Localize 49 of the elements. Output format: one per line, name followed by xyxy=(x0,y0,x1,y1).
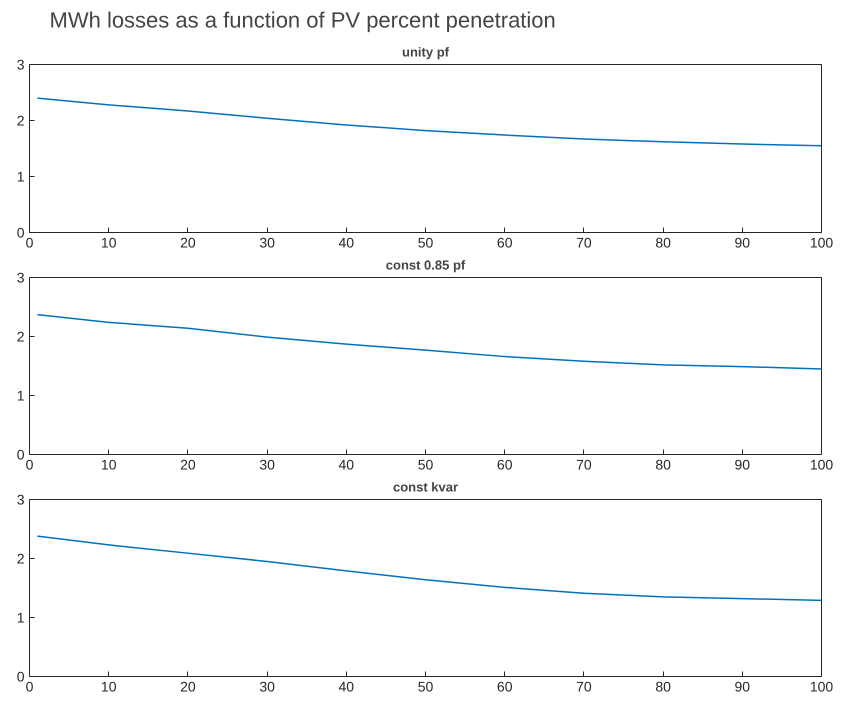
x-tick-label: 90 xyxy=(734,234,750,250)
y-tick-label: 1 xyxy=(16,168,25,184)
x-tick-label: 40 xyxy=(338,456,354,472)
x-tick-label: 50 xyxy=(418,234,434,250)
x-tick-label: 90 xyxy=(734,456,750,472)
y-tick-label: 0 xyxy=(16,668,25,684)
line-series xyxy=(36,314,822,370)
x-tick-label: 10 xyxy=(100,456,117,472)
x-tick-label: 30 xyxy=(259,456,276,472)
x-tick-label: 20 xyxy=(180,234,196,250)
x-tick-label: 50 xyxy=(418,678,434,694)
x-tick-label: 80 xyxy=(655,234,672,250)
line-series xyxy=(36,97,822,146)
x-tick-label: 60 xyxy=(496,678,513,694)
x-tick-label: 50 xyxy=(418,456,434,472)
y-tick-label: 3 xyxy=(16,56,25,72)
x-tick-label: 30 xyxy=(259,234,276,250)
y-tick-label: 2 xyxy=(16,550,25,566)
x-tick-label: 20 xyxy=(180,678,196,694)
y-tick-label: 1 xyxy=(16,610,25,626)
y-tick-label: 1 xyxy=(16,388,25,404)
y-tick-label: 3 xyxy=(16,270,25,286)
chart-title: MWh losses as a function of PV percent penetration xyxy=(50,8,556,32)
x-tick-label: 80 xyxy=(655,456,672,472)
x-tick-label: 70 xyxy=(576,456,592,472)
x-tick-label: 90 xyxy=(734,678,750,694)
y-tick-label: 0 xyxy=(16,224,25,240)
y-tick-label: 0 xyxy=(16,446,25,462)
y-tick-label: 3 xyxy=(16,492,25,508)
x-tick-label: 40 xyxy=(338,678,354,694)
x-tick-label: 100 xyxy=(810,234,834,250)
chart-title: const 0.85 pf xyxy=(386,258,466,272)
x-tick-label: 20 xyxy=(180,456,196,472)
x-tick-label: 60 xyxy=(496,456,513,472)
x-tick-label: 10 xyxy=(100,678,117,694)
y-tick-label: 2 xyxy=(16,112,25,128)
line-series xyxy=(36,535,822,602)
x-tick-label: 70 xyxy=(576,678,592,694)
x-tick-label: 70 xyxy=(576,234,592,250)
x-tick-label: 80 xyxy=(655,678,672,694)
chart-title: const kvar xyxy=(392,480,458,494)
x-tick-label: 40 xyxy=(338,234,354,250)
x-tick-label: 10 xyxy=(100,234,117,250)
x-tick-label: 30 xyxy=(259,678,276,694)
x-tick-label: 100 xyxy=(810,678,834,694)
chart-subtitle: unity pf xyxy=(402,44,450,60)
y-tick-label: 2 xyxy=(16,328,25,344)
x-tick-label: 100 xyxy=(810,456,834,472)
x-tick-label: 60 xyxy=(496,234,513,250)
